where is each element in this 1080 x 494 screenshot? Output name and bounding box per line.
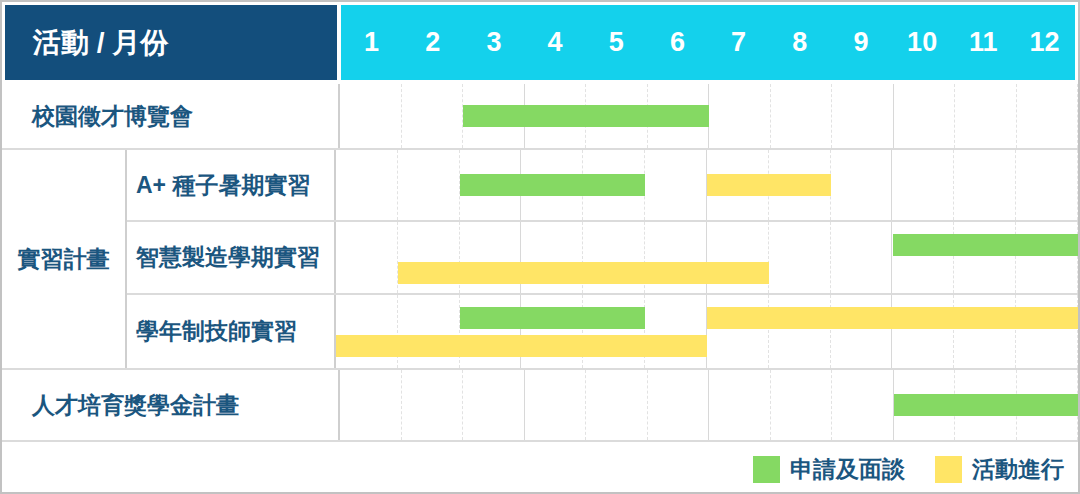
month-cell — [645, 295, 707, 368]
row-label: A+ 種子暑期實習 — [127, 150, 336, 220]
month-label: 10 — [892, 5, 953, 80]
month-cell — [1016, 222, 1078, 293]
legend-label-activity: 活動進行 — [972, 454, 1064, 485]
row-timeline — [336, 295, 1078, 368]
table-header: 活動 / 月份 123456789101112 — [2, 2, 1078, 84]
activity-bar — [336, 335, 707, 357]
month-cell — [892, 295, 954, 368]
month-cell — [460, 295, 522, 368]
apply-bar — [460, 174, 646, 196]
month-label: 8 — [769, 5, 830, 80]
apply-bar — [893, 234, 1079, 256]
apply-bar — [460, 307, 646, 329]
row-timeline — [340, 370, 1078, 440]
month-cell — [336, 222, 398, 293]
month-cell — [892, 222, 954, 293]
month-cell — [769, 222, 831, 293]
group-section: 實習計畫A+ 種子暑期實習智慧製造學期實習學年制技師實習 — [2, 150, 1078, 370]
activity-bar — [707, 307, 1078, 329]
legend-item-apply: 申請及面談 — [753, 454, 905, 485]
legend-item-activity: 活動進行 — [935, 454, 1064, 485]
group-rows: A+ 種子暑期實習智慧製造學期實習學年制技師實習 — [127, 150, 1078, 368]
apply-bar — [463, 105, 709, 127]
month-label: 9 — [830, 5, 891, 80]
month-cell — [521, 295, 583, 368]
apply-bar — [894, 394, 1079, 416]
month-cell — [583, 295, 645, 368]
month-cell — [525, 370, 587, 440]
legend-label-apply: 申請及面談 — [790, 454, 905, 485]
month-cell — [402, 370, 464, 440]
row-timeline — [336, 150, 1078, 220]
row-label: 人才培育獎學金計畫 — [2, 370, 340, 440]
month-cell — [894, 84, 956, 148]
month-label: 3 — [463, 5, 524, 80]
gantt-row: 人才培育獎學金計畫 — [2, 370, 1078, 442]
month-cell — [954, 150, 1016, 220]
month-label: 11 — [953, 5, 1014, 80]
header-title: 活動 / 月份 — [5, 5, 337, 80]
month-header: 123456789101112 — [341, 5, 1075, 80]
row-label: 學年制技師實習 — [127, 295, 336, 368]
month-cell — [398, 295, 460, 368]
month-cell — [1016, 295, 1078, 368]
month-cell — [586, 370, 648, 440]
month-cell — [771, 370, 833, 440]
row-label: 智慧製造學期實習 — [127, 222, 336, 293]
month-cell — [1016, 150, 1078, 220]
month-cell — [769, 295, 831, 368]
month-cell — [955, 84, 1017, 148]
gantt-rows: 校園徵才博覽會實習計畫A+ 種子暑期實習智慧製造學期實習學年制技師實習人才培育獎… — [2, 84, 1078, 442]
gantt-row: 學年制技師實習 — [127, 295, 1078, 368]
activity-swatch-icon — [935, 456, 962, 483]
row-timeline — [336, 222, 1078, 293]
month-cell — [832, 84, 894, 148]
month-cell — [336, 295, 398, 368]
month-cell — [336, 150, 398, 220]
month-cell — [648, 370, 710, 440]
month-cell — [340, 84, 402, 148]
row-label: 校園徵才博覽會 — [2, 84, 340, 148]
month-label: 7 — [708, 5, 769, 80]
gantt-row: A+ 種子暑期實習 — [127, 150, 1078, 222]
group-label: 實習計畫 — [2, 150, 127, 368]
month-cell — [832, 370, 894, 440]
legend: 申請及面談 活動進行 — [2, 442, 1078, 494]
month-cell — [709, 370, 771, 440]
gantt-chart: 活動 / 月份 123456789101112 校園徵才博覽會實習計畫A+ 種子… — [0, 0, 1080, 494]
month-cell — [707, 295, 769, 368]
month-cell — [954, 222, 1016, 293]
month-cell — [645, 150, 707, 220]
month-label: 2 — [402, 5, 463, 80]
month-cell — [892, 150, 954, 220]
gantt-row: 智慧製造學期實習 — [127, 222, 1078, 295]
gantt-row: 校園徵才博覽會 — [2, 84, 1078, 150]
month-cell — [1017, 84, 1079, 148]
month-cell — [831, 222, 893, 293]
apply-swatch-icon — [753, 456, 780, 483]
month-label: 6 — [647, 5, 708, 80]
month-cell — [709, 84, 771, 148]
month-cell — [463, 370, 525, 440]
activity-bar — [707, 174, 831, 196]
month-label: 4 — [525, 5, 586, 80]
activity-bar — [398, 262, 769, 284]
month-cell — [340, 370, 402, 440]
month-cell — [398, 150, 460, 220]
month-label: 5 — [586, 5, 647, 80]
month-cell — [831, 150, 893, 220]
month-cell — [831, 295, 893, 368]
month-cell — [954, 295, 1016, 368]
month-label: 1 — [341, 5, 402, 80]
month-label: 12 — [1014, 5, 1075, 80]
row-timeline — [340, 84, 1078, 148]
month-cell — [402, 84, 464, 148]
month-cell — [771, 84, 833, 148]
